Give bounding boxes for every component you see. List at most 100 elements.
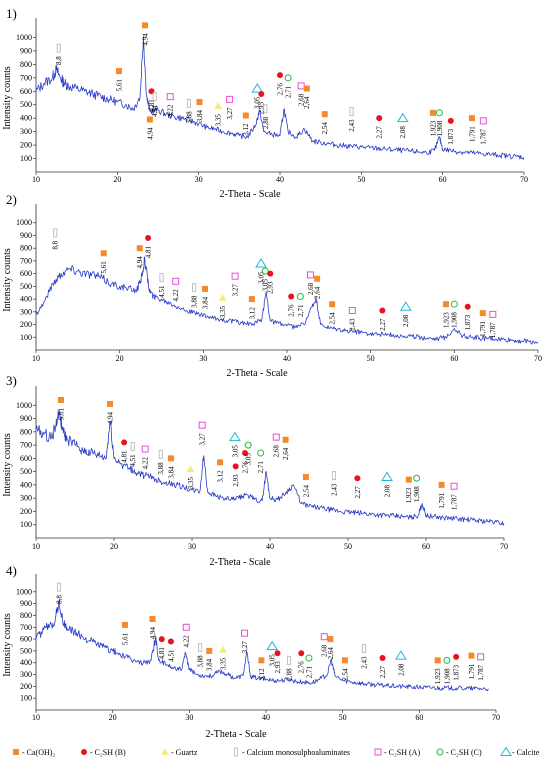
peak: 4,94 (141, 22, 149, 46)
x-tick-label: 20 (110, 542, 118, 551)
peak: 2,64 (314, 275, 322, 299)
peak: 2,88 (262, 104, 270, 129)
peak-label: 2,71 (285, 85, 293, 98)
peak-label: 2,71 (257, 461, 265, 474)
peak-marker-ch (468, 652, 475, 659)
peak: 2,27 (379, 655, 387, 678)
peak-marker-cm (349, 107, 354, 116)
peak-marker-ch (302, 473, 309, 480)
peak-label: 2,43 (361, 656, 369, 669)
legend-entry-c2c: - C₂SH (C) (436, 748, 482, 757)
peak-marker-c2b (447, 117, 454, 124)
x-tick-label: 50 (344, 542, 352, 551)
peak: 5,61 (57, 396, 65, 420)
peak-label: 2,64 (314, 286, 322, 299)
peak-label: 4,94 (149, 627, 157, 640)
legend-entry-ch: - Ca(OH)₂ (13, 748, 55, 757)
peak: 2,08 (396, 112, 409, 138)
peak-label: 2,54 (341, 668, 349, 681)
peak: 3,88 (157, 449, 165, 475)
peak: 2,54 (321, 111, 329, 134)
peak-label: 1,873 (464, 314, 472, 330)
peak: 3,12 (258, 657, 266, 681)
peak-label: 2,54 (302, 484, 310, 497)
x-tick-label: 50 (357, 175, 365, 184)
peak-marker-c2b (464, 303, 471, 310)
peak: 1,791 (438, 481, 446, 509)
y-tick-label: 400 (20, 480, 32, 489)
peak-label: 1,787 (480, 128, 488, 144)
peak: 4,22 (167, 93, 175, 117)
peak-label: 3,84 (206, 658, 214, 671)
x-tick-label: 10 (32, 175, 40, 184)
x-tick-label: 10 (32, 542, 40, 551)
peak-marker-cm (56, 43, 61, 53)
y-tick-label: 800 (20, 427, 32, 436)
peak-marker-cal (255, 258, 267, 268)
peak-label: 2,54 (321, 122, 329, 135)
y-tick-label: 900 (20, 46, 32, 55)
panel-label: 2) (6, 192, 17, 207)
peak-marker-c2a (450, 482, 458, 490)
peak-label: 2,88 (262, 116, 270, 129)
peak: 4,94 (146, 116, 154, 140)
peak-label: 3,84 (196, 110, 204, 123)
peak-marker-ch (141, 22, 148, 29)
y-tick-label: 400 (20, 658, 32, 667)
peak: 1,787 (480, 117, 488, 145)
peak: 8,8 (55, 43, 63, 65)
peak-marker-cm (198, 642, 203, 652)
peak-marker-c2c (435, 109, 443, 117)
peak-label: 2,93 (274, 661, 282, 674)
peak-marker-c2b (376, 115, 383, 122)
x-tick-label: 70 (500, 542, 508, 551)
peak-label: 2,43 (330, 483, 338, 496)
legend-label: - Calcite (512, 748, 540, 757)
y-tick-label: 800 (20, 60, 32, 69)
peak-label: 1,923 (434, 668, 442, 684)
peak: 2,93 (274, 650, 282, 674)
x-tick-label: 10 (32, 354, 40, 363)
y-tick-label: 200 (20, 320, 32, 329)
peak-label: 1,873 (447, 128, 455, 144)
peak: 3,35 (214, 102, 223, 126)
peak: 2,43 (349, 307, 357, 331)
peak-label: 3,05 (254, 96, 262, 109)
peak-label: 5,61 (57, 407, 65, 420)
peak-label: 3,12 (258, 668, 266, 681)
peak: 1,923 (429, 109, 437, 137)
peak-marker-c2b (288, 293, 295, 300)
legend-marker-ch (13, 749, 19, 755)
peak-marker-cm (152, 92, 157, 102)
x-tick-label: 70 (492, 713, 500, 722)
peak-label: 3,05 (262, 279, 270, 292)
y-tick-label: 100 (20, 520, 32, 529)
peak: 1,923 (405, 476, 413, 503)
peak: 3,12 (248, 296, 256, 319)
peak: 3,35 (219, 645, 227, 670)
peak-marker-c2a (198, 421, 206, 429)
peak: 4,81 (121, 439, 129, 463)
legend-entry-c2a: - C₂SH (A) (374, 748, 420, 757)
peak-label: 4,22 (142, 457, 150, 470)
peak-label: 3,27 (241, 641, 249, 654)
x-tick-label: 60 (450, 354, 458, 363)
peak: 4,94 (136, 245, 144, 268)
peak-marker-cm (53, 228, 58, 238)
peak-label: 1,908 (436, 120, 444, 136)
peak-label: 3,27 (232, 284, 240, 297)
y-axis-title: Intensity counts (2, 433, 13, 497)
peak-label: 2,76 (276, 83, 284, 96)
peak-marker-ch (405, 476, 412, 483)
peak-marker-cal (381, 471, 393, 481)
peak-label: 2,64 (282, 447, 290, 460)
peak-label: 1,908 (451, 312, 459, 328)
peak: 1,908 (451, 300, 459, 328)
legend-label: - C₂SH (C) (446, 748, 482, 757)
peak-marker-c2a (297, 82, 305, 90)
peak-marker-gu (186, 464, 195, 472)
y-tick-label: 700 (20, 623, 32, 632)
peak-label: 2,43 (348, 119, 356, 132)
peak: 8,8 (52, 228, 60, 250)
x-tick-label: 30 (199, 354, 207, 363)
